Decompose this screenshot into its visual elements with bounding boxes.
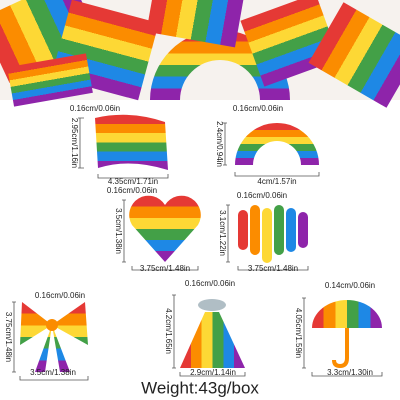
- thickness-label: 0.14cm/0.06in: [325, 281, 375, 290]
- ufo-item: 0.16cm/0.06in 4.2cm/1.65in 2.9cm/1.14in: [164, 279, 246, 377]
- thickness-label: 0.16cm/0.06in: [233, 104, 283, 113]
- width-label: 3.5cm/1.38in: [30, 368, 76, 377]
- width-label: 2.9cm/1.14in: [190, 368, 236, 377]
- height-label: 2.4cm/0.94in: [215, 121, 224, 167]
- width-label: 3.3cm/1.30in: [327, 368, 373, 377]
- width-label: 3.75cm/1.48in: [248, 264, 298, 273]
- thickness-label: 0.16cm/0.06in: [70, 104, 120, 113]
- height-label: 3.5cm/1.38in: [114, 208, 123, 254]
- height-label: 2.95cm/1.16in: [70, 118, 79, 168]
- height-label: 4.05cm/1.59in: [294, 308, 303, 358]
- weight-label: Weight:43g/box: [141, 378, 259, 397]
- heart-item: 0.16cm/0.06in 3.5cm/1.38in 3.75cm/1.48in: [107, 186, 201, 273]
- thickness-label: 0.16cm/0.06in: [185, 279, 235, 288]
- thickness-label: 0.16cm/0.06in: [35, 291, 85, 300]
- flag-item: 0.16cm/0.06in 2.95cm/1.16in 4.35cm/1.71i…: [70, 104, 169, 186]
- thickness-label: 0.16cm/0.06in: [107, 186, 157, 195]
- rainbow-item: 0.16cm/0.06in 2.4cm/0.94in 4cm/1.57in: [215, 104, 320, 186]
- thickness-label: 0.16cm/0.06in: [237, 191, 287, 200]
- bars-item: 0.16cm/0.06in 3.1cm/1.22in 3.75cm/1.48in: [218, 191, 309, 273]
- height-label: 4.2cm/1.65in: [164, 308, 173, 354]
- height-label: 3.1cm/1.22in: [218, 210, 227, 256]
- top-photo: [0, 0, 400, 108]
- umbrella-item: 0.14cm/0.06in 4.05cm/1.59in 3.3cm/1.30in: [294, 281, 383, 377]
- width-label: 4cm/1.57in: [257, 177, 296, 186]
- width-label: 3.75cm/1.48in: [140, 264, 190, 273]
- width-label: 4.35cm/1.71in: [108, 177, 158, 186]
- bow-item: 0.16cm/0.06in 3.75cm/1.48in 3.5cm/1.38in: [4, 291, 89, 381]
- height-label: 3.75cm/1.48in: [4, 312, 13, 362]
